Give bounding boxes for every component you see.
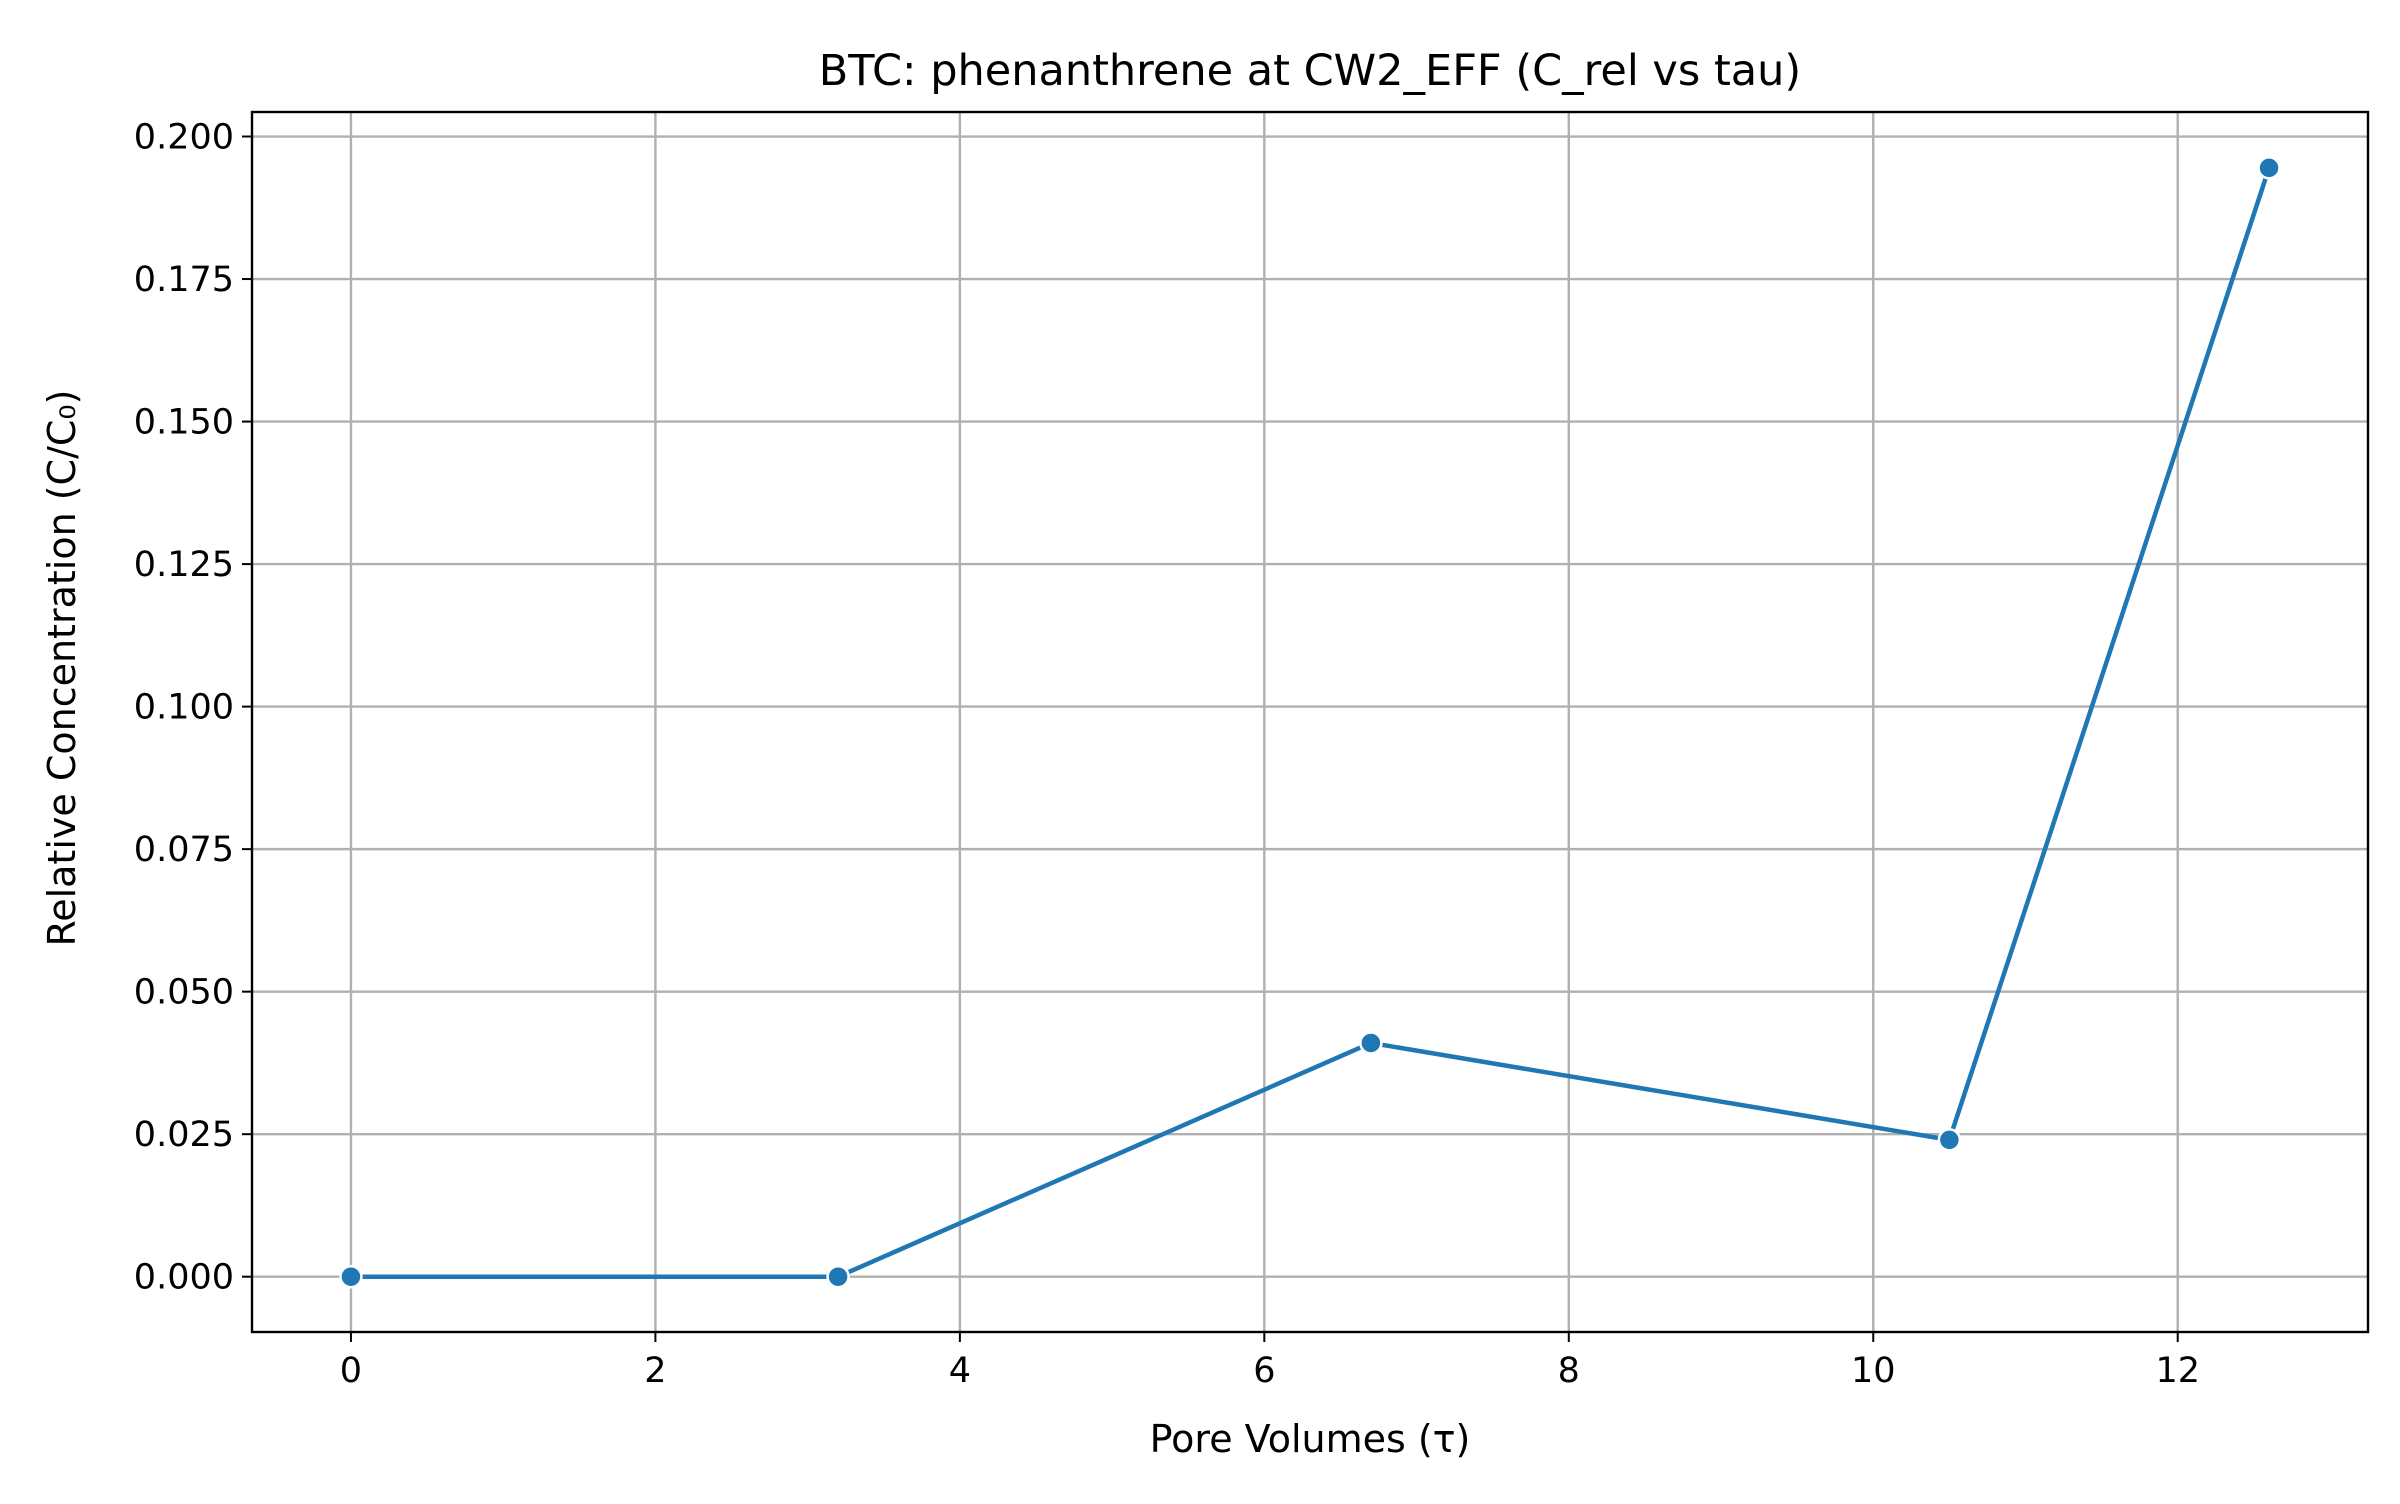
data-point-marker <box>1937 1128 1962 1152</box>
data-point-marker <box>339 1264 363 1289</box>
y-tick-label: 0.025 <box>134 1115 234 1155</box>
x-axis-label: Pore Volumes (τ) <box>1150 1417 1471 1461</box>
y-tick-label: 0.125 <box>134 545 234 585</box>
axis-ticks <box>242 135 2179 1342</box>
y-axis-label: Relative Concentration (C/C₀) <box>40 390 84 947</box>
y-tick-label: 0.050 <box>134 973 234 1013</box>
data-point-marker <box>1359 1031 1383 1055</box>
axis-tick-labels: 0 2 4 6 8 10 12 0.000 0.025 0.050 0.075 0.100 0.125 0… <box>134 118 2200 1391</box>
y-tick-label: 0.150 <box>134 403 234 443</box>
x-tick-label: 10 <box>1851 1351 1896 1391</box>
y-tick-label: 0.200 <box>134 118 234 158</box>
x-tick-label: 0 <box>340 1351 362 1391</box>
data-series <box>339 156 2281 1289</box>
x-tick-label: 8 <box>1558 1351 1580 1391</box>
y-tick-label: 0.100 <box>134 688 234 728</box>
y-tick-label: 0.075 <box>134 830 234 870</box>
data-point-marker <box>826 1264 850 1289</box>
x-tick-label: 2 <box>644 1351 666 1391</box>
y-tick-label: 0.000 <box>134 1258 234 1298</box>
data-point-marker <box>2257 156 2281 180</box>
x-tick-label: 12 <box>2155 1351 2200 1391</box>
x-tick-label: 6 <box>1253 1351 1275 1391</box>
grid-lines <box>252 112 2368 1332</box>
series-line <box>350 167 2272 1279</box>
plot-area-frame <box>250 110 2370 1334</box>
y-tick-label: 0.175 <box>134 260 234 300</box>
x-tick-label: 4 <box>949 1351 971 1391</box>
chart-title: BTC: phenanthrene at CW2_EFF (C_rel vs t… <box>819 46 1801 96</box>
